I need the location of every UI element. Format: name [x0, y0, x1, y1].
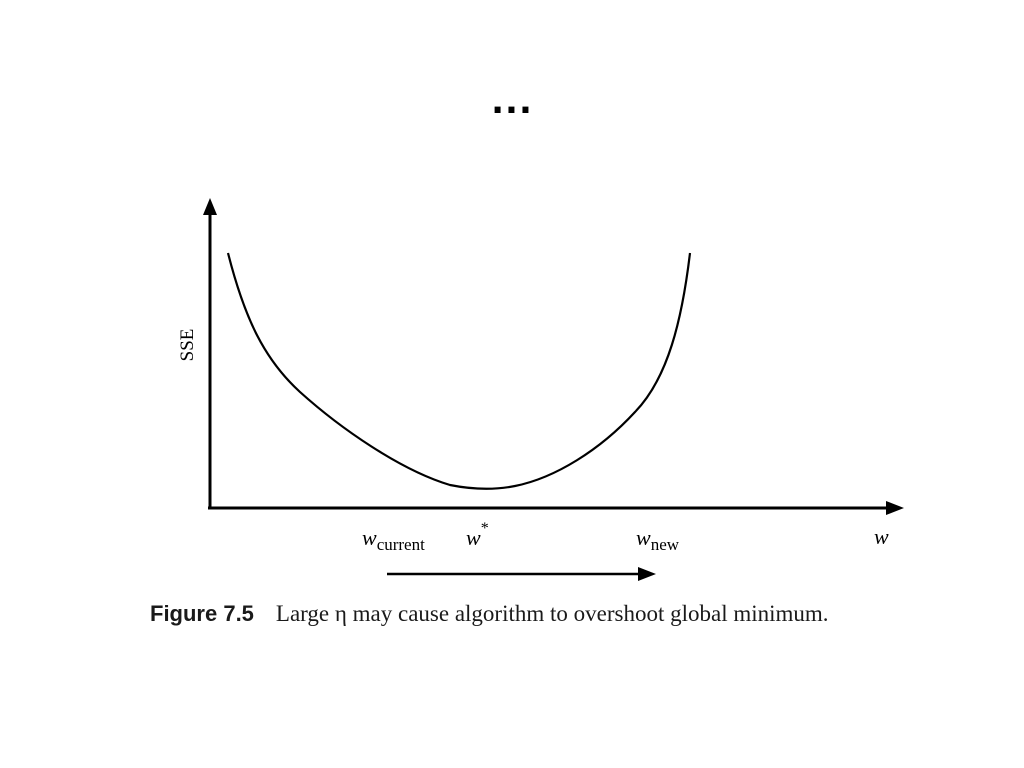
w-new-mark: wnew [636, 525, 680, 554]
y-axis-arrowhead [203, 198, 217, 215]
figure-caption: Figure 7.5 Large η may cause algorithm to… [150, 598, 950, 633]
w-star-mark: w* [466, 520, 489, 550]
w-new-base: w [636, 525, 651, 550]
w-current-base: w [362, 525, 377, 550]
x-axis-arrowhead [886, 501, 904, 515]
slide-title: ... [491, 82, 533, 122]
caption-text: Large η may cause algorithm to overshoot… [275, 601, 829, 626]
x-axis-label: w [874, 524, 889, 549]
w-star-base: w [466, 525, 481, 550]
w-new-sub: new [651, 535, 680, 554]
w-current-sub: current [377, 535, 425, 554]
y-axis-label: SSE [177, 329, 198, 362]
sse-curve [226, 252, 692, 490]
overshoot-arrowhead [638, 567, 656, 581]
caption-label: Figure 7.5 [150, 601, 254, 626]
w-star-sup: * [481, 520, 489, 537]
w-current-mark: wcurrent [362, 525, 425, 554]
